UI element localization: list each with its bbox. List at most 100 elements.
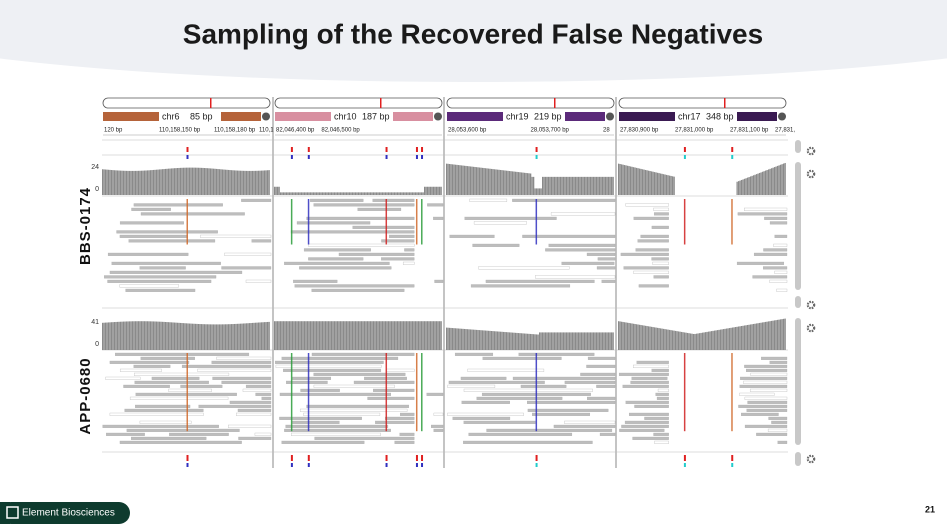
scroll-bar[interactable] — [795, 140, 801, 153]
read — [619, 428, 665, 432]
coverage-bar — [219, 324, 221, 350]
settings-gear[interactable] — [806, 146, 816, 156]
close-button[interactable] — [606, 112, 614, 121]
coverage-bar — [651, 171, 653, 195]
coverage-bar — [403, 192, 405, 195]
coverage-bar — [611, 332, 613, 350]
read — [131, 436, 207, 440]
read — [427, 203, 444, 207]
coverage-bar — [545, 332, 547, 350]
coverage-bar — [545, 176, 547, 195]
coverage-bar — [593, 176, 595, 195]
coverage-bar — [335, 192, 337, 195]
scroll-bar[interactable] — [795, 318, 801, 445]
close-button[interactable] — [434, 112, 442, 121]
coverage-bar — [630, 323, 632, 350]
coverage-bar — [320, 321, 322, 350]
coverage-bar — [479, 167, 481, 195]
read — [299, 408, 408, 412]
read — [472, 243, 520, 247]
footer-badge — [0, 502, 130, 524]
coverage-bar — [486, 330, 488, 350]
coverage-bar — [308, 321, 310, 350]
coverage-bar — [430, 186, 432, 195]
read — [599, 432, 616, 436]
settings-gear[interactable] — [806, 454, 816, 464]
coverage-bar — [634, 324, 636, 350]
coverage-bar — [590, 176, 592, 195]
read — [486, 428, 613, 432]
coverage-bar — [349, 321, 351, 350]
coverage-bar — [356, 192, 358, 195]
coverage-bar — [657, 172, 659, 195]
coverage-bar — [416, 192, 418, 195]
coverage-bar — [543, 176, 545, 195]
read — [104, 275, 217, 279]
read — [476, 396, 563, 400]
coverage-bar — [253, 170, 255, 195]
coverage-bar — [621, 164, 623, 195]
coverage-bar — [361, 321, 363, 350]
variant-marker — [415, 463, 418, 467]
coverage-bar — [377, 321, 379, 350]
coverage-bar — [513, 171, 515, 195]
coverage-bar — [591, 332, 593, 350]
coverage-bar — [267, 170, 269, 195]
coverage-bar — [666, 329, 668, 350]
coverage-bar — [283, 192, 285, 195]
read — [372, 198, 415, 202]
coverage-bar — [542, 176, 544, 195]
coverage-bar — [111, 170, 113, 195]
coverage-bar — [126, 321, 128, 350]
read — [774, 234, 788, 238]
coverage-bar — [181, 323, 183, 350]
coverage-bar — [748, 324, 750, 350]
read — [107, 252, 189, 256]
coverage-bar — [210, 324, 212, 350]
coverage-bar — [542, 332, 544, 350]
read — [238, 436, 272, 440]
coverage-bar — [783, 318, 785, 350]
read — [399, 432, 415, 436]
coverage-bar — [558, 176, 560, 195]
scroll-bar[interactable] — [795, 296, 801, 308]
settings-gear[interactable] — [806, 300, 816, 310]
close-button[interactable] — [262, 112, 270, 121]
read — [550, 212, 616, 216]
coverage-bar — [314, 192, 316, 195]
coverage-bar — [258, 322, 260, 350]
coverage-bar — [751, 324, 753, 350]
coverage-bar — [129, 170, 131, 195]
coverage-bar — [178, 322, 180, 350]
settings-gear[interactable] — [806, 323, 816, 333]
variant-marker — [307, 147, 310, 152]
read — [109, 360, 190, 364]
coverage-bar — [307, 192, 309, 195]
read — [119, 221, 184, 225]
coverage-bar — [575, 176, 577, 195]
coverage-bar — [229, 170, 231, 195]
coverage-bar — [286, 192, 288, 195]
read — [740, 376, 788, 380]
coverage-bar — [619, 321, 621, 350]
read — [181, 364, 272, 368]
scroll-bar[interactable] — [795, 162, 801, 290]
coverage-bar — [759, 172, 761, 195]
close-button[interactable] — [778, 112, 786, 121]
scroll-bar[interactable] — [795, 452, 801, 466]
coverage-bar — [172, 322, 174, 350]
coverage-bar — [361, 192, 363, 195]
coverage-bar — [551, 332, 553, 350]
coverage-bar — [365, 192, 367, 195]
coverage-bar — [199, 324, 201, 350]
coverage-bar — [625, 322, 627, 350]
coverage-bar — [664, 174, 666, 195]
coverage-bar — [699, 333, 701, 350]
coverage-bar — [735, 327, 737, 350]
coverage-bar — [603, 176, 605, 195]
coverage-bar — [174, 168, 176, 195]
coverage-bar — [750, 324, 752, 350]
coverage-bar — [494, 169, 496, 195]
settings-gear[interactable] — [806, 169, 816, 179]
coverage-bar — [564, 332, 566, 350]
